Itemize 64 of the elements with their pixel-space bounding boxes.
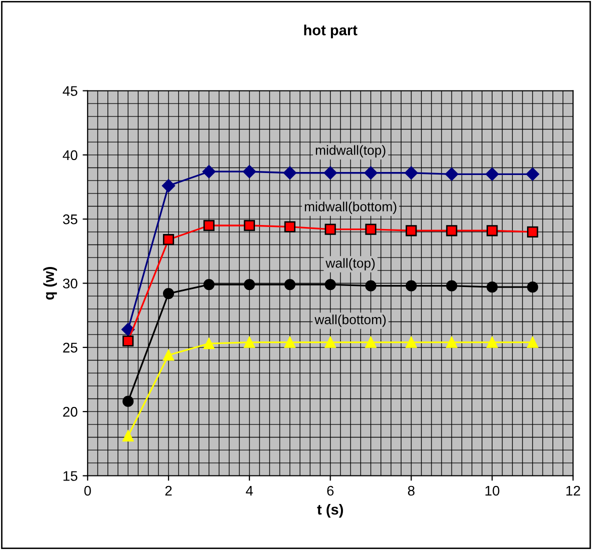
x-tick-label: 6 xyxy=(327,486,334,496)
series-label: midwall(top) xyxy=(316,145,386,158)
x-tick-label: 10 xyxy=(485,486,500,496)
point xyxy=(527,336,538,348)
point xyxy=(404,166,418,180)
point xyxy=(244,278,255,290)
x-axis-title: t (s) xyxy=(317,504,343,518)
point xyxy=(284,278,296,290)
point xyxy=(162,234,174,246)
point xyxy=(324,166,337,180)
chart-title: hot part xyxy=(304,24,358,38)
x-tick-label: 0 xyxy=(84,486,91,496)
point xyxy=(364,166,378,180)
y-tick-label: 40 xyxy=(62,150,78,160)
point xyxy=(365,280,376,292)
point xyxy=(486,336,498,348)
x-tick-label: 2 xyxy=(165,486,172,496)
point xyxy=(283,166,296,180)
point xyxy=(486,225,498,236)
point xyxy=(122,396,134,407)
point xyxy=(486,168,499,181)
point xyxy=(406,280,417,292)
y-tick-label: 35 xyxy=(62,214,78,224)
point xyxy=(406,336,417,348)
point xyxy=(203,220,215,232)
point xyxy=(527,226,538,238)
point xyxy=(162,179,176,192)
x-tick-label: 8 xyxy=(408,486,414,496)
x-tick-label: 12 xyxy=(566,486,580,496)
x-tick-label: 4 xyxy=(246,486,253,496)
point xyxy=(445,168,458,181)
series-label: midwall(bottom) xyxy=(304,202,396,214)
point xyxy=(284,221,296,232)
point xyxy=(324,336,336,348)
y-axis-title: q (w) xyxy=(43,266,57,300)
y-tick-label: 45 xyxy=(62,86,78,96)
y-tick-label: 25 xyxy=(63,342,78,353)
point xyxy=(284,336,296,348)
point xyxy=(162,350,174,361)
point xyxy=(324,278,336,290)
point xyxy=(526,168,540,181)
point xyxy=(122,430,134,442)
point xyxy=(446,336,458,348)
point xyxy=(122,335,134,347)
series-label: wall(top) xyxy=(326,258,375,270)
point xyxy=(446,225,458,236)
point xyxy=(203,278,215,290)
point xyxy=(162,288,174,300)
point xyxy=(244,220,255,232)
point xyxy=(406,225,417,236)
point xyxy=(324,224,336,235)
point xyxy=(365,224,376,235)
y-tick-label: 30 xyxy=(62,278,78,288)
series-label: wall(bottom) xyxy=(314,314,386,327)
point xyxy=(202,165,216,178)
point xyxy=(486,282,498,293)
y-tick-label: 15 xyxy=(64,471,78,481)
y-tick-label: 20 xyxy=(63,406,78,417)
point xyxy=(242,165,256,178)
point xyxy=(446,280,458,292)
point xyxy=(527,282,538,293)
point xyxy=(203,338,215,350)
point xyxy=(365,336,376,348)
point xyxy=(244,336,255,348)
